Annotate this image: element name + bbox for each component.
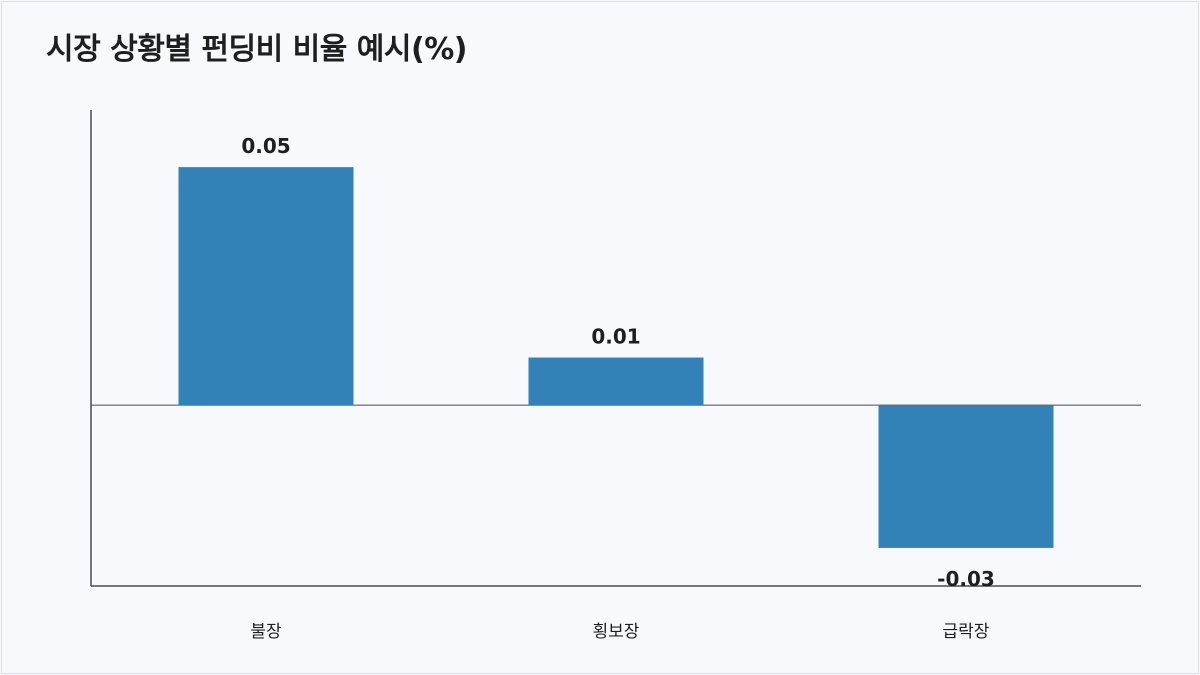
category-label-3: 급락장 <box>943 622 990 642</box>
bar-value-label-3: -0.03 <box>937 567 995 591</box>
bar-1 <box>178 167 354 406</box>
chart-title: 시장 상황별 펀딩비 비율 예시(%) <box>46 32 467 67</box>
bar-3 <box>878 405 1054 548</box>
bar-2 <box>528 357 704 406</box>
category-label-1: 불장 <box>250 622 282 642</box>
bar-value-label-1: 0.05 <box>241 134 290 158</box>
bar-value-label-2: 0.01 <box>591 325 640 349</box>
category-label-2: 횡보장 <box>593 622 640 642</box>
